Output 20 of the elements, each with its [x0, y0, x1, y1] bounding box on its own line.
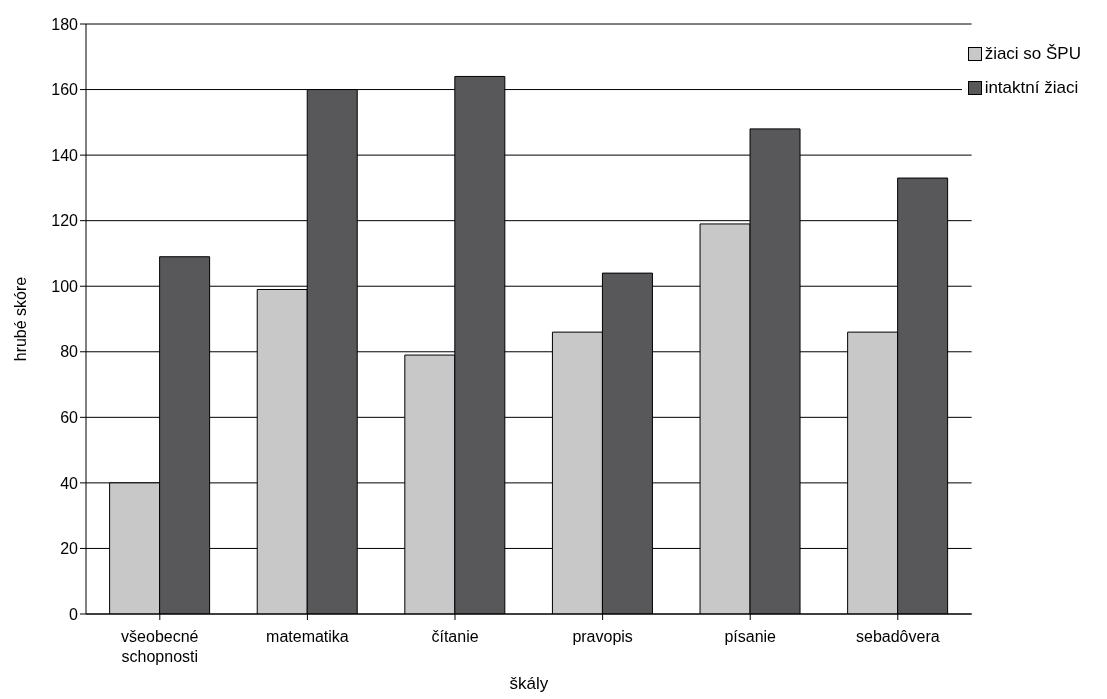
y-tick-label: 140	[51, 146, 79, 164]
y-axis-title: hrubé skóre	[11, 276, 29, 362]
x-tick-label: všeobecné schopnosti	[121, 628, 199, 665]
y-tick-label: 160	[51, 81, 79, 99]
y-tick-label: 180	[51, 15, 79, 33]
x-axis-title: škály	[509, 674, 549, 693]
legend-label: žiaci so ŠPU	[984, 44, 1081, 64]
x-tick-label: matematika	[266, 628, 349, 645]
x-tick-label: sebadôvera	[856, 628, 940, 645]
y-tick-label: 0	[69, 605, 79, 623]
y-tick-label: 20	[60, 540, 79, 558]
legend-label: intaktní žiaci	[984, 78, 1079, 98]
y-tick-label: 40	[60, 474, 79, 492]
x-tick-label: písanie	[724, 628, 777, 645]
x-tick-label: pravopis	[572, 628, 633, 645]
y-tick-label: 60	[60, 409, 79, 427]
y-tick-label: 100	[51, 277, 79, 295]
x-tick-label: čítanie	[431, 628, 479, 645]
y-tick-label: 80	[60, 343, 79, 361]
y-tick-label: 120	[51, 212, 79, 230]
